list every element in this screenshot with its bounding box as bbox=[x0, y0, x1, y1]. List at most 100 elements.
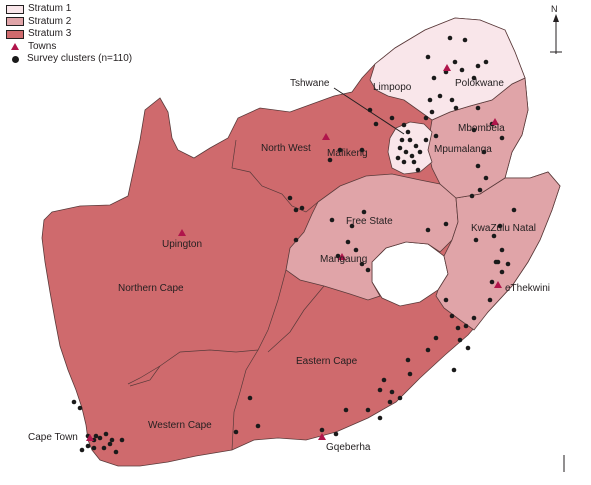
town-marker-cape-town bbox=[86, 434, 94, 441]
survey-cluster-dot bbox=[475, 105, 481, 111]
town-marker-mbombela bbox=[491, 118, 499, 125]
survey-cluster-dot bbox=[401, 159, 407, 165]
survey-cluster-dot bbox=[451, 367, 457, 373]
survey-cluster-dot bbox=[293, 207, 299, 213]
survey-cluster-dot bbox=[465, 345, 471, 351]
survey-cluster-dot bbox=[405, 129, 411, 135]
survey-cluster-dot bbox=[487, 297, 493, 303]
survey-cluster-dot bbox=[425, 54, 431, 60]
cluster-dot-icon bbox=[12, 55, 19, 63]
survey-cluster-dot bbox=[93, 433, 99, 439]
survey-cluster-dot bbox=[481, 149, 487, 155]
label-limpopo: Limpopo bbox=[373, 82, 412, 93]
survey-cluster-dot bbox=[389, 115, 395, 121]
survey-cluster-dot bbox=[431, 75, 437, 81]
legend-towns-label: Towns bbox=[28, 40, 57, 52]
survey-cluster-dot bbox=[343, 407, 349, 413]
survey-cluster-dot bbox=[475, 63, 481, 69]
survey-cluster-dot bbox=[411, 159, 417, 165]
survey-cluster-dot bbox=[477, 187, 483, 193]
survey-cluster-dot bbox=[473, 237, 479, 243]
legend-stratum-2: Stratum 2 bbox=[6, 16, 132, 29]
label-mafikeng: Mafikeng bbox=[327, 148, 368, 159]
survey-cluster-dot bbox=[255, 423, 261, 429]
survey-cluster-dot bbox=[109, 437, 115, 443]
survey-cluster-dot bbox=[471, 75, 477, 81]
survey-cluster-dot bbox=[495, 259, 501, 265]
north-arrow: N bbox=[548, 4, 564, 56]
kwazulu-natal-region bbox=[435, 171, 561, 331]
survey-cluster-dot bbox=[299, 205, 305, 211]
survey-cluster-dot bbox=[287, 195, 293, 201]
legend-towns: Towns bbox=[6, 41, 132, 54]
survey-cluster-dot bbox=[337, 147, 343, 153]
survey-cluster-dot bbox=[499, 247, 505, 253]
survey-cluster-dot bbox=[349, 223, 355, 229]
label-north-west: North West bbox=[261, 143, 311, 154]
survey-cluster-dot bbox=[471, 127, 477, 133]
survey-cluster-dot bbox=[397, 395, 403, 401]
survey-cluster-dot bbox=[335, 253, 341, 259]
survey-cluster-dot bbox=[353, 247, 359, 253]
survey-cluster-dot bbox=[413, 143, 419, 149]
survey-cluster-dot bbox=[333, 431, 339, 437]
survey-cluster-dot bbox=[293, 237, 299, 243]
label-cape-town: Cape Town bbox=[28, 432, 78, 443]
survey-cluster-dot bbox=[429, 109, 435, 115]
survey-cluster-dot bbox=[417, 149, 423, 155]
survey-clusters bbox=[71, 35, 517, 455]
survey-cluster-dot bbox=[423, 137, 429, 143]
survey-cluster-dot bbox=[511, 207, 517, 213]
legend-stratum-2-label: Stratum 2 bbox=[28, 15, 72, 27]
town-markers bbox=[86, 64, 502, 441]
legend-clusters: Survey clusters (n=110) bbox=[6, 53, 132, 66]
town-marker-polokwane bbox=[443, 64, 451, 71]
north-arrow-icon bbox=[550, 14, 562, 54]
survey-cluster-dot bbox=[452, 59, 458, 65]
survey-cluster-dot bbox=[91, 445, 97, 451]
survey-cluster-dot bbox=[505, 261, 511, 267]
survey-cluster-dot bbox=[389, 389, 395, 395]
label-gqeberha: Gqeberha bbox=[326, 442, 371, 453]
survey-cluster-dot bbox=[433, 133, 439, 139]
survey-cluster-dot bbox=[447, 35, 453, 41]
survey-cluster-dot bbox=[463, 323, 469, 329]
legend-stratum-1: Stratum 1 bbox=[6, 3, 132, 16]
survey-cluster-dot bbox=[387, 399, 393, 405]
survey-cluster-dot bbox=[407, 137, 413, 143]
survey-cluster-dot bbox=[103, 431, 109, 437]
label-free-state: Free State bbox=[346, 216, 393, 227]
survey-cluster-dot bbox=[403, 149, 409, 155]
survey-cluster-dot bbox=[425, 347, 431, 353]
survey-cluster-dot bbox=[443, 221, 449, 227]
legend-stratum-3-label: Stratum 3 bbox=[28, 28, 72, 39]
stratum-3-swatch bbox=[6, 29, 24, 39]
survey-cluster-dot bbox=[319, 427, 325, 433]
survey-cluster-dot bbox=[499, 269, 505, 275]
survey-cluster-dot bbox=[491, 233, 497, 239]
survey-cluster-dot bbox=[449, 97, 455, 103]
label-northern-cape: Northern Cape bbox=[118, 283, 184, 294]
survey-cluster-dot bbox=[462, 37, 468, 43]
survey-cluster-dot bbox=[97, 435, 103, 441]
label-mpumalanga: Mpumalanga bbox=[434, 144, 492, 155]
survey-cluster-dot bbox=[405, 357, 411, 363]
survey-cluster-dot bbox=[409, 153, 415, 159]
label-mbombela: Mbombela bbox=[458, 123, 505, 134]
north-label: N bbox=[551, 4, 558, 14]
survey-cluster-dot bbox=[459, 67, 465, 73]
label-tshwane: Tshwane bbox=[290, 78, 330, 89]
town-marker-ethekwini bbox=[494, 281, 502, 288]
survey-cluster-dot bbox=[437, 93, 443, 99]
label-mangaung: Mangaung bbox=[320, 254, 367, 265]
label-kwazulu-natal: KwaZulu Natal bbox=[471, 223, 536, 234]
legend: Stratum 1 Stratum 2 Stratum 3 Towns Surv… bbox=[6, 3, 132, 66]
survey-cluster-dot bbox=[415, 167, 421, 173]
survey-cluster-dot bbox=[377, 415, 383, 421]
survey-cluster-dot bbox=[345, 239, 351, 245]
town-marker-upington bbox=[178, 229, 186, 236]
survey-cluster-dot bbox=[475, 163, 481, 169]
survey-cluster-dot bbox=[85, 443, 91, 449]
survey-cluster-dot bbox=[457, 337, 463, 343]
survey-cluster-dot bbox=[233, 429, 239, 435]
